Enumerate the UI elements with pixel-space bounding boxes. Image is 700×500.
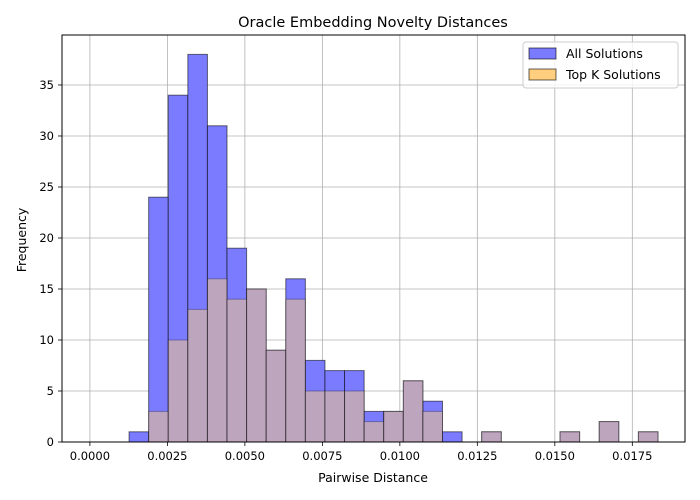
plot-frame (61, 34, 686, 443)
y-tick-label: 35 (39, 78, 54, 92)
y-axis-ticks: 0 5 10 15 20 25 30 35 (39, 78, 62, 449)
x-tick-label: 0.0000 (70, 449, 110, 463)
bar-all-solutions (128, 431, 150, 443)
legend-label-top-k-solutions: Top K Solutions (565, 67, 661, 82)
bar-top-k-solutions (148, 410, 169, 443)
x-tick-label: 0.0075 (302, 449, 342, 463)
y-tick-label: 10 (39, 333, 54, 347)
bar-top-k-solutions (598, 421, 620, 443)
bar-all-solutions (441, 431, 463, 443)
bar-top-k-solutions (285, 298, 306, 443)
x-axis-ticks: 0.0000 0.0025 0.0050 0.0075 0.0100 0.0125 0.01… (70, 442, 652, 463)
y-tick-label: 30 (39, 129, 54, 143)
bar-top-k-solutions (402, 380, 424, 443)
bar-top-k-solutions (344, 390, 365, 443)
x-tick-label: 0.0050 (225, 449, 265, 463)
bar-top-k-solutions (304, 390, 326, 443)
y-tick-label: 25 (39, 180, 54, 194)
x-tick-label: 0.0150 (535, 449, 575, 463)
bar-top-k-solutions (167, 339, 189, 443)
series-top-k-bars (148, 278, 659, 443)
y-tick-label: 0 (47, 435, 54, 449)
legend-swatch-top-k-solutions (528, 68, 557, 81)
y-tick-label: 15 (39, 282, 54, 296)
bar-top-k-solutions (363, 421, 385, 443)
bar-top-k-solutions (637, 431, 659, 443)
bar-top-k-solutions (324, 390, 346, 443)
bar-top-k-solutions (187, 308, 208, 443)
bar-top-k-solutions (559, 431, 581, 443)
bar-top-k-solutions (481, 431, 502, 443)
bar-top-k-solutions (206, 278, 228, 443)
bar-top-k-solutions (383, 410, 404, 443)
y-axis-label: Frequency (14, 207, 29, 272)
chart-title: Oracle Embedding Novelty Distances (238, 15, 508, 31)
legend-label-all-solutions: All Solutions (566, 46, 643, 61)
x-axis-label: Pairwise Distance (318, 470, 428, 485)
x-tick-label: 0.0175 (612, 449, 652, 463)
x-tick-label: 0.0025 (147, 449, 187, 463)
x-tick-label: 0.0100 (380, 449, 420, 463)
x-tick-label: 0.0125 (457, 449, 497, 463)
bar-top-k-solutions (226, 298, 248, 443)
legend-swatch-all-solutions (528, 47, 557, 60)
y-tick-label: 20 (39, 231, 54, 245)
bar-top-k-solutions (422, 410, 443, 443)
bar-top-k-solutions (246, 288, 267, 443)
legend: All Solutions Top K Solutions (522, 41, 679, 89)
bar-top-k-solutions (265, 349, 287, 443)
y-tick-label: 5 (47, 384, 54, 398)
bar-all-solutions (148, 196, 169, 443)
legend-box (522, 41, 679, 89)
